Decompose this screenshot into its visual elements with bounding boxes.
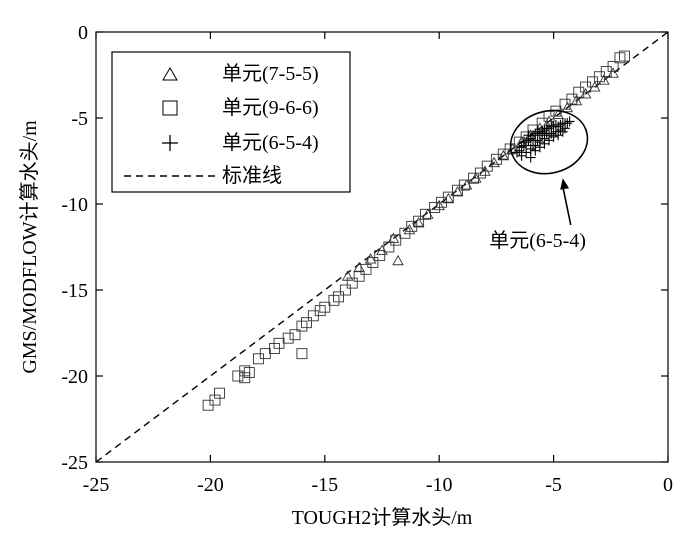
data-point-triangle	[392, 254, 404, 266]
data-point-plus	[532, 135, 543, 146]
data-point-square	[214, 387, 226, 399]
legend-square-marker	[162, 100, 178, 116]
data-point-square	[607, 60, 619, 72]
y-tick-label: -5	[71, 108, 88, 130]
annotation-arrow	[561, 186, 572, 226]
data-point-square	[333, 291, 344, 303]
data-point-square	[442, 191, 454, 203]
legend-triangle-marker	[162, 67, 178, 81]
x-tick-label: -5	[545, 474, 562, 496]
legend-label-6-5-4: 单元(6-5-4)	[222, 131, 319, 154]
y-tick-label: -10	[61, 194, 88, 216]
data-point-square	[301, 317, 312, 329]
data-point-triangle	[451, 186, 464, 197]
x-tick-label: -25	[83, 474, 110, 496]
data-point-triangle	[589, 81, 601, 92]
x-tick-label: -10	[426, 474, 453, 496]
data-point-plus	[528, 140, 539, 151]
data-point-triangle	[353, 261, 365, 273]
annotation-arrowhead	[560, 178, 570, 190]
data-point-triangle	[579, 87, 592, 99]
data-point-square	[399, 227, 411, 239]
data-point-triangle	[403, 223, 416, 235]
x-tick-label: -20	[197, 474, 224, 496]
data-point-triangle	[570, 94, 583, 106]
data-point-square	[239, 372, 251, 384]
data-point-triangle	[497, 149, 510, 161]
data-point-triangle	[387, 232, 400, 243]
y-tick-label: -20	[61, 366, 88, 388]
data-point-triangle	[442, 192, 455, 204]
data-point-square	[289, 329, 301, 341]
y-tick-labels: -25 -20 -15 -10 -5 0	[61, 22, 88, 474]
data-point-square	[619, 50, 630, 62]
data-point-plus	[523, 130, 534, 141]
data-point-square	[339, 284, 351, 296]
data-point-triangle	[341, 270, 354, 281]
data-point-triangle	[598, 74, 610, 85]
data-point-square	[390, 234, 402, 246]
y-axis-label: GMS/MODFLOW计算水头/m	[18, 120, 41, 374]
data-point-plus	[546, 128, 557, 139]
legend-label-standard-line: 标准线	[222, 164, 282, 187]
data-point-triangle	[364, 253, 377, 264]
data-point-triangle	[460, 179, 473, 190]
annotation-ellipse	[509, 109, 589, 175]
data-point-plus	[550, 126, 561, 137]
annotation-label: 单元(6-5-4)	[489, 229, 586, 252]
data-point-triangle	[488, 156, 500, 168]
data-point-plus	[555, 125, 566, 136]
series-6-5-4	[511, 116, 575, 163]
data-point-plus	[516, 142, 527, 153]
axis-ticks	[95, 31, 669, 463]
data-point-square	[374, 250, 386, 262]
legend-box	[111, 51, 351, 193]
data-point-square	[282, 332, 294, 344]
data-point-plus	[525, 152, 536, 163]
y-tick-label: 0	[78, 22, 88, 44]
data-point-plus	[560, 123, 571, 134]
data-point-plus	[564, 116, 575, 127]
x-tick-label: 0	[663, 474, 673, 496]
data-point-square	[296, 348, 308, 360]
x-tick-labels: -25 -20 -15 -10 -5 0	[83, 474, 673, 496]
data-point-triangle	[607, 67, 619, 78]
x-axis-label: TOUGH2计算水头/m	[292, 506, 473, 529]
data-point-triangle	[479, 165, 491, 176]
data-point-triangle	[421, 208, 434, 219]
data-point-plus	[534, 142, 545, 153]
data-point-plus	[518, 137, 529, 148]
legend-label-9-6-6: 单元(9-6-6)	[222, 96, 319, 119]
data-point-triangle	[470, 172, 482, 183]
y-tick-label: -15	[61, 280, 88, 302]
data-point-triangle	[561, 101, 574, 113]
data-point-triangle	[412, 216, 425, 228]
y-tick-label: -25	[61, 452, 88, 474]
data-point-plus	[544, 130, 555, 141]
legend-label-7-5-5: 单元(7-5-5)	[222, 62, 319, 85]
x-tick-label: -15	[311, 474, 338, 496]
data-point-plus	[562, 118, 573, 129]
data-point-triangle	[552, 108, 564, 120]
data-point-square	[360, 263, 372, 275]
legend: 单元(7-5-5) 单元(9-6-6) 单元(6-5-4) 标准线	[111, 51, 351, 193]
data-point-square	[413, 215, 425, 227]
annotation: 单元(6-5-4)	[489, 109, 589, 252]
data-point-square	[319, 301, 331, 313]
data-point-triangle	[376, 244, 388, 255]
data-point-triangle	[433, 199, 445, 211]
data-point-square	[346, 277, 358, 289]
